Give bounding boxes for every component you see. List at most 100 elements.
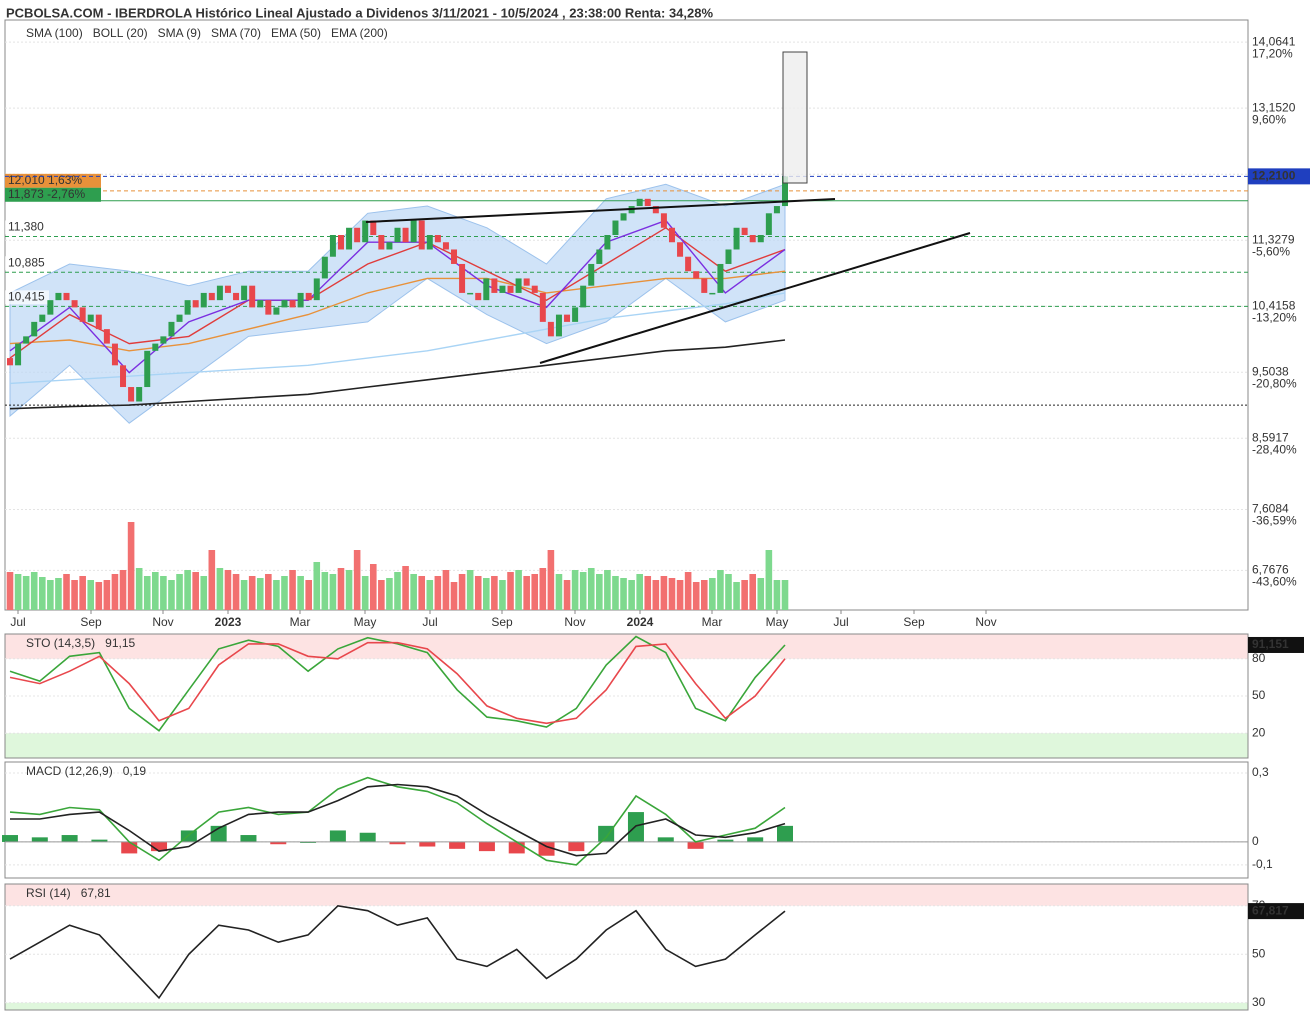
volume-bar xyxy=(152,572,159,610)
candle xyxy=(507,285,514,293)
volume-bar xyxy=(265,574,272,610)
volume-bar xyxy=(22,576,30,610)
y-tick-label: 8,5917 xyxy=(1252,430,1289,444)
layers: 14,064113,152012,240011,327910,41589,503… xyxy=(2,19,1310,1011)
candle xyxy=(176,314,183,322)
y-tick-pct: -20,80% xyxy=(1252,376,1297,390)
volume-bar xyxy=(660,576,668,610)
candle xyxy=(749,235,756,243)
volume-bar xyxy=(200,576,208,610)
candle xyxy=(354,227,361,243)
candle xyxy=(410,220,417,243)
candle xyxy=(499,285,506,293)
candle xyxy=(144,350,151,388)
y-tick-label: 20 xyxy=(1252,725,1266,739)
candle xyxy=(200,292,207,308)
candle xyxy=(386,242,393,250)
histogram-bar xyxy=(151,841,168,852)
volume-bar xyxy=(168,580,175,610)
volume-bar xyxy=(337,568,345,610)
volume-bar xyxy=(361,576,369,610)
candle xyxy=(531,285,538,293)
panel-value: 91,15 xyxy=(105,636,135,650)
candle xyxy=(668,227,675,243)
candle xyxy=(233,292,240,301)
candle xyxy=(475,292,482,301)
candle xyxy=(95,314,102,330)
candle xyxy=(208,292,215,301)
candle xyxy=(241,285,248,301)
histogram-bar xyxy=(449,841,466,849)
candle xyxy=(733,227,740,250)
candle xyxy=(701,278,708,293)
legend-entry: EMA (50) xyxy=(271,26,321,40)
histogram-bar xyxy=(568,841,585,852)
x-tick-label: Mar xyxy=(290,615,311,629)
volume-bar xyxy=(604,570,611,610)
x-tick-label: May xyxy=(766,615,789,629)
candle xyxy=(103,329,110,344)
x-tick-label: 2023 xyxy=(215,615,242,629)
y-tick-label: 11,3279 xyxy=(1252,232,1295,246)
y-tick-label: 50 xyxy=(1252,688,1266,702)
volume-bar xyxy=(563,580,571,610)
x-tick-label: Nov xyxy=(152,615,173,629)
candle xyxy=(337,235,344,250)
candle xyxy=(257,300,264,308)
last-value-box xyxy=(1248,903,1304,920)
volume-bar xyxy=(507,572,514,610)
volume-bar xyxy=(749,574,757,610)
volume-bar xyxy=(14,574,22,610)
oversold-band xyxy=(5,1002,1248,1010)
candle xyxy=(426,235,433,250)
candle xyxy=(362,220,369,243)
volume-bar xyxy=(103,580,111,610)
bollinger-band xyxy=(9,183,786,424)
volume-bar xyxy=(474,576,482,610)
candle xyxy=(15,343,22,366)
volume-bar xyxy=(240,580,248,610)
y-tick-pct: -5,60% xyxy=(1252,244,1290,258)
volume-bar xyxy=(531,574,539,610)
x-tick-label: Nov xyxy=(975,615,996,629)
candle xyxy=(289,300,296,308)
volume-bar xyxy=(676,580,684,610)
y-tick-pct: -43,60% xyxy=(1252,575,1297,589)
candle xyxy=(677,242,684,257)
volume-bar xyxy=(329,574,337,610)
candle xyxy=(39,314,46,322)
volume-bar xyxy=(87,580,95,610)
volume-bar xyxy=(273,580,280,610)
volume-bar xyxy=(458,574,466,610)
volume-bar xyxy=(345,570,353,610)
candle xyxy=(459,263,466,293)
volume-bar xyxy=(30,572,38,610)
candle xyxy=(765,213,772,236)
last-price-box xyxy=(1248,168,1310,185)
level-label: 11,380 xyxy=(8,220,44,234)
volume-bar xyxy=(709,578,716,610)
volume-bar xyxy=(135,568,143,610)
level-label: 12,010 1,63% xyxy=(8,173,82,187)
x-tick-label: 2024 xyxy=(627,615,654,629)
panel-value: 0,19 xyxy=(123,764,147,778)
candle xyxy=(442,242,449,250)
volume-bar xyxy=(523,576,530,610)
volume-bar xyxy=(765,550,773,610)
x-tick-label: Sep xyxy=(80,615,102,629)
histogram-bar xyxy=(478,841,495,852)
candle xyxy=(184,300,191,315)
histogram-bar xyxy=(538,841,555,856)
candle xyxy=(588,263,595,286)
histogram-bar xyxy=(329,830,346,842)
panel-title: RSI (14) xyxy=(26,886,71,900)
volume-bar xyxy=(143,576,151,610)
volume-bar xyxy=(684,572,692,610)
histogram-bar xyxy=(717,839,734,842)
candle xyxy=(572,307,579,322)
trend-line xyxy=(365,198,836,223)
volume-bar xyxy=(717,570,724,610)
volume-bar xyxy=(571,570,579,610)
volume-bar xyxy=(612,576,619,610)
indicator-line xyxy=(9,776,786,866)
